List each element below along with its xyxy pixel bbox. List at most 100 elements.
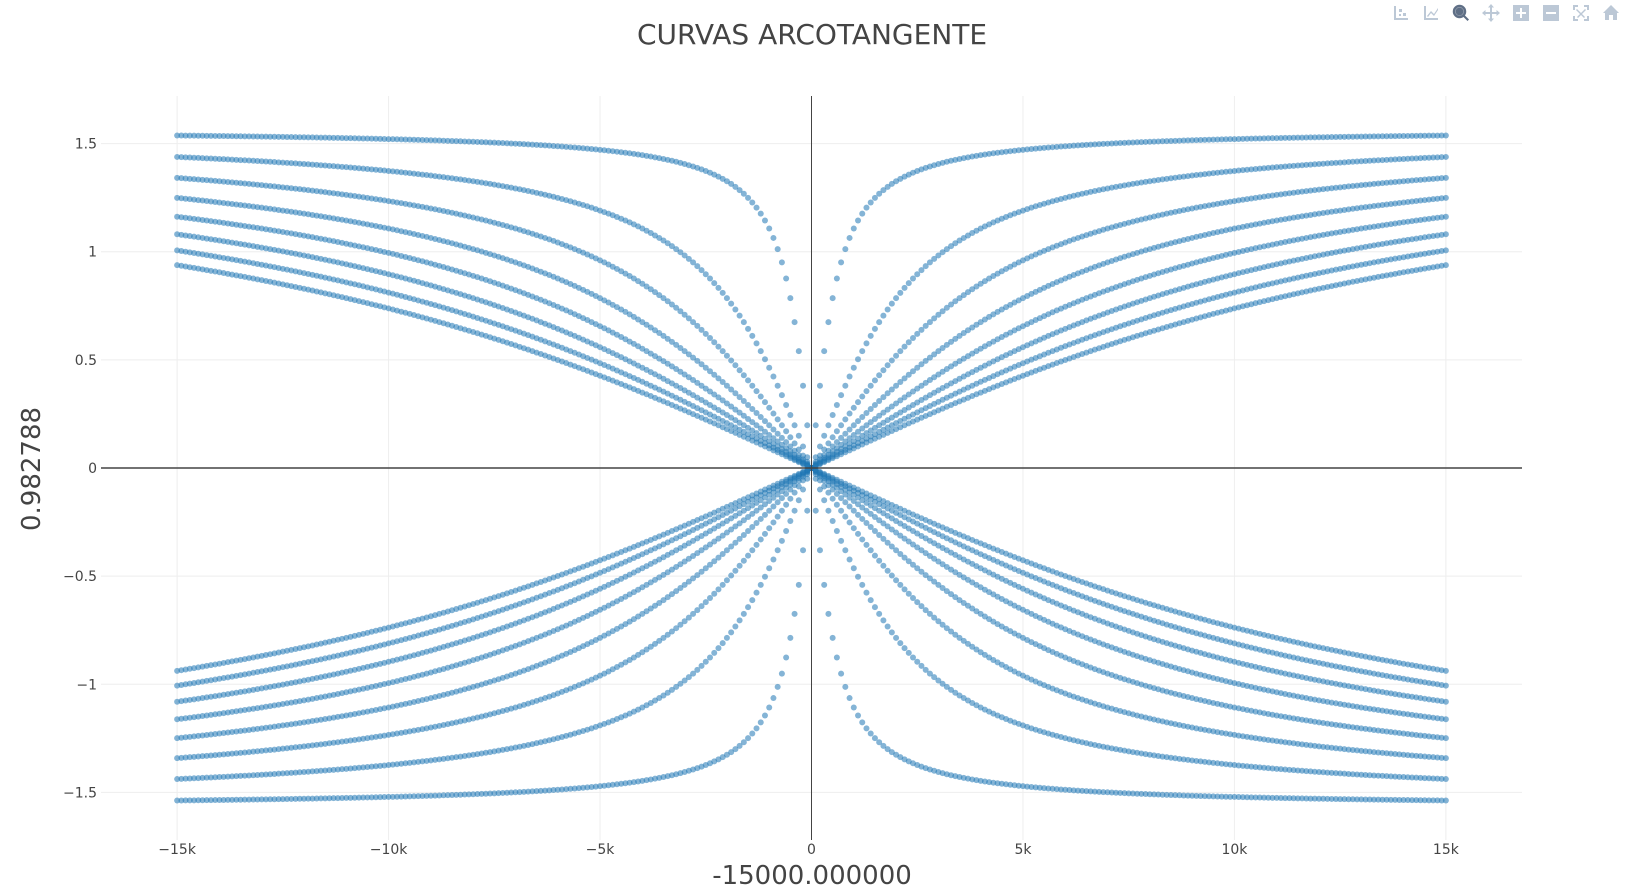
data-point <box>1375 157 1382 164</box>
data-point <box>761 418 768 425</box>
data-point <box>842 382 849 389</box>
zoom-in-button[interactable] <box>1509 2 1533 24</box>
data-point <box>787 434 794 441</box>
y-tick-label: −1.5 <box>63 785 97 801</box>
y-tick-label: −0.5 <box>63 569 97 585</box>
data-point <box>728 526 735 533</box>
data-point <box>1421 154 1428 161</box>
data-point <box>855 418 862 425</box>
data-point <box>182 775 189 782</box>
data-point <box>685 578 692 585</box>
data-point <box>939 344 946 351</box>
data-point <box>766 565 773 572</box>
data-point <box>897 397 904 404</box>
data-point <box>685 315 692 322</box>
x-tick-label: 0 <box>807 842 816 858</box>
data-point <box>719 640 726 647</box>
data-point <box>334 795 341 802</box>
data-point <box>935 677 942 684</box>
data-point <box>715 375 722 382</box>
data-point <box>1138 790 1145 797</box>
compare-data-button[interactable] <box>1389 2 1413 24</box>
data-point <box>652 289 659 296</box>
data-point <box>1155 138 1162 145</box>
data-point <box>495 790 502 797</box>
data-point <box>250 772 257 779</box>
data-point <box>1151 138 1158 145</box>
data-point <box>1307 795 1314 802</box>
data-point <box>656 599 663 606</box>
data-point <box>491 790 498 797</box>
closest-data-icon <box>1424 6 1438 20</box>
data-point <box>850 507 857 514</box>
data-point <box>1409 155 1416 162</box>
data-point <box>825 440 832 447</box>
data-point <box>829 495 836 502</box>
data-point <box>850 525 857 532</box>
data-point <box>1252 794 1259 801</box>
data-point <box>1442 698 1449 705</box>
data-point <box>334 134 341 141</box>
data-point <box>952 298 959 305</box>
data-point <box>351 794 358 801</box>
data-point <box>918 267 925 274</box>
data-point <box>901 554 908 561</box>
data-point <box>778 507 785 514</box>
autoscale-button[interactable] <box>1569 2 1593 24</box>
data-point <box>1197 137 1204 144</box>
zoom-button[interactable] <box>1449 2 1473 24</box>
data-point <box>1421 797 1428 804</box>
data-point <box>668 628 675 635</box>
data-point <box>888 357 895 364</box>
data-point <box>850 364 857 371</box>
data-point <box>757 515 764 522</box>
data-point <box>749 382 756 389</box>
data-point <box>233 773 240 780</box>
data-point <box>728 543 735 550</box>
data-point <box>910 388 916 395</box>
zoom-out-icon <box>1543 5 1559 21</box>
data-point <box>783 401 790 408</box>
data-point <box>711 280 718 287</box>
data-point <box>893 547 900 554</box>
data-point <box>1370 796 1377 803</box>
data-point <box>753 507 760 514</box>
data-point <box>1184 137 1191 144</box>
data-point <box>1193 792 1200 799</box>
data-point <box>1108 140 1115 147</box>
x-tick-label: −5k <box>586 842 616 858</box>
data-point <box>897 379 904 385</box>
data-point <box>960 599 967 606</box>
data-point <box>884 390 891 397</box>
data-point <box>842 246 849 253</box>
closest-data-button[interactable] <box>1419 2 1443 24</box>
series-4 <box>174 213 1449 723</box>
data-point <box>690 259 697 266</box>
data-point <box>1265 135 1272 142</box>
pan-button[interactable] <box>1479 2 1503 24</box>
data-point <box>842 430 849 437</box>
data-point <box>305 795 312 802</box>
reset-axes-button[interactable] <box>1599 2 1623 24</box>
zoom-out-button[interactable] <box>1539 2 1563 24</box>
data-point <box>1142 791 1149 798</box>
data-point <box>914 330 921 337</box>
data-point <box>1438 154 1445 161</box>
data-point <box>821 497 828 504</box>
data-point <box>740 372 747 379</box>
data-point <box>1193 137 1200 144</box>
data-point <box>660 332 667 339</box>
data-point <box>1138 139 1145 146</box>
data-point <box>888 300 895 307</box>
data-point <box>182 132 189 139</box>
data-point <box>863 725 870 732</box>
data-point <box>842 416 849 423</box>
data-point <box>787 295 794 302</box>
data-point <box>800 443 807 450</box>
data-point <box>956 634 963 641</box>
data-point <box>859 515 866 522</box>
data-point <box>1425 775 1432 782</box>
data-point <box>855 573 862 580</box>
data-point <box>791 610 798 617</box>
